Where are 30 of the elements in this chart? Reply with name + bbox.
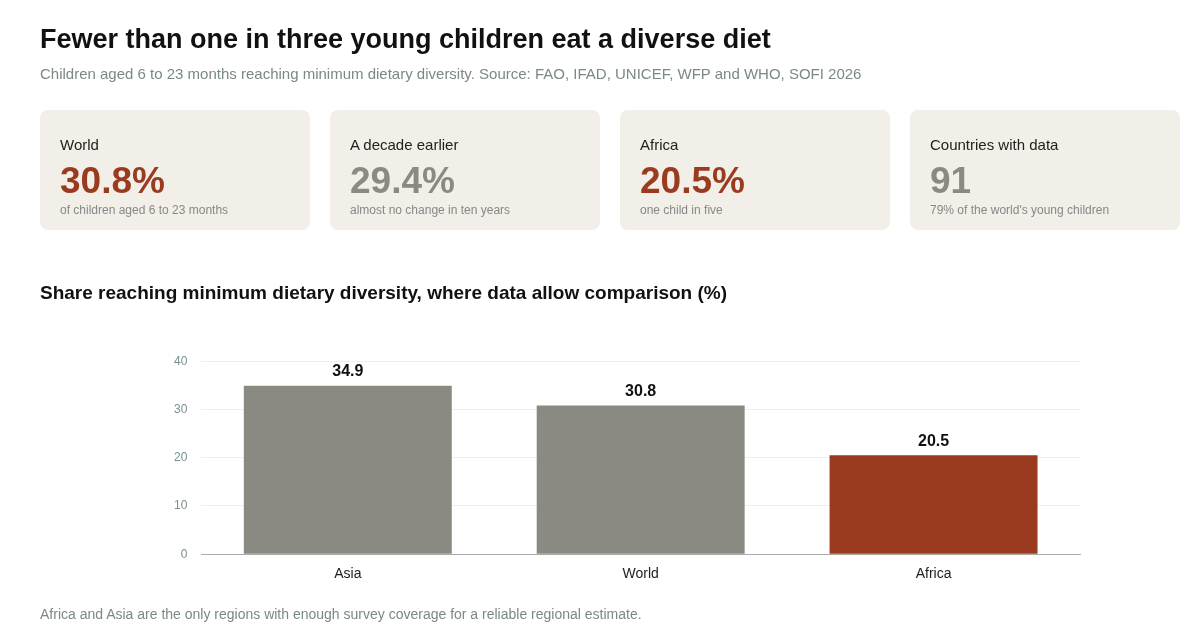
x-tick-label: Asia — [334, 565, 362, 582]
text: 29.4% — [350, 160, 456, 201]
data-label: 30.8 — [625, 382, 657, 399]
y-tick-label: 30 — [173, 401, 188, 416]
y-tick-label: 10 — [173, 498, 188, 513]
x-tick-label: Africa — [915, 565, 952, 582]
text: Africa and Asia are the only regions with enough survey coverage for a reliable regional estimate. — [40, 606, 642, 622]
text: 20.5% — [640, 160, 746, 201]
bar — [243, 385, 452, 554]
bar — [829, 455, 1038, 554]
text: of children aged 6 to 23 months — [60, 203, 230, 217]
text: 91 — [930, 160, 973, 201]
text: Countries with data — [930, 136, 1060, 153]
text: World — [60, 136, 100, 153]
data-label: 34.9 — [332, 362, 364, 380]
text: 30.8% — [60, 160, 166, 201]
text: almost no change in ten years — [350, 203, 512, 217]
text: 79% of the world's young children — [930, 203, 1111, 217]
text: Fewer than one in three young children eat a diverse diet — [40, 24, 772, 55]
y-tick-label: 0 — [180, 546, 188, 561]
text: Children aged 6 to 23 months reaching minimum dietary diversity. Source: FAO, IFAD, UNICEF, WFP and WHO, SOFI 2026 — [40, 65, 862, 82]
y-tick-label: 20 — [173, 450, 188, 465]
chart-title: Share reaching minimum dietary diversity, where data allow comparison (%) — [40, 282, 728, 304]
text: one child in five — [640, 203, 724, 217]
bar — [536, 405, 745, 554]
x-tick-label: World — [622, 565, 659, 582]
data-label: 20.5 — [917, 431, 950, 449]
text: A decade earlier — [350, 136, 460, 153]
text: Africa — [640, 136, 680, 153]
y-tick-label: 40 — [173, 353, 188, 368]
